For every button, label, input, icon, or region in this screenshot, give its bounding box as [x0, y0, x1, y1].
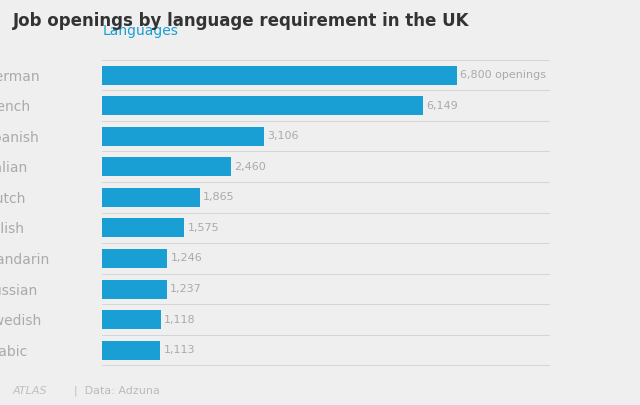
Text: 1,575: 1,575 [188, 223, 219, 233]
Bar [102, 157, 230, 176]
Text: Languages: Languages [102, 24, 179, 38]
Text: 6,800 openings: 6,800 openings [460, 70, 546, 80]
Text: 3,106: 3,106 [268, 131, 299, 141]
Bar [102, 188, 200, 207]
Text: 1,237: 1,237 [170, 284, 202, 294]
Bar [102, 249, 167, 268]
Bar [102, 279, 167, 298]
Text: 1,113: 1,113 [163, 345, 195, 355]
Bar [102, 341, 161, 360]
Bar [102, 96, 423, 115]
Bar [102, 127, 264, 146]
Text: 6,149: 6,149 [426, 100, 458, 111]
Text: 1,865: 1,865 [203, 192, 234, 202]
Bar [102, 310, 161, 329]
Text: Job openings by language requirement in the UK: Job openings by language requirement in … [13, 12, 469, 30]
Text: |  Data: Adzuna: | Data: Adzuna [74, 386, 159, 396]
Text: 1,118: 1,118 [164, 315, 195, 325]
Text: 2,460: 2,460 [234, 162, 266, 172]
Bar [102, 218, 184, 237]
Text: 1,246: 1,246 [170, 254, 202, 264]
Bar [102, 66, 456, 85]
Text: ATLAS: ATLAS [13, 386, 47, 396]
